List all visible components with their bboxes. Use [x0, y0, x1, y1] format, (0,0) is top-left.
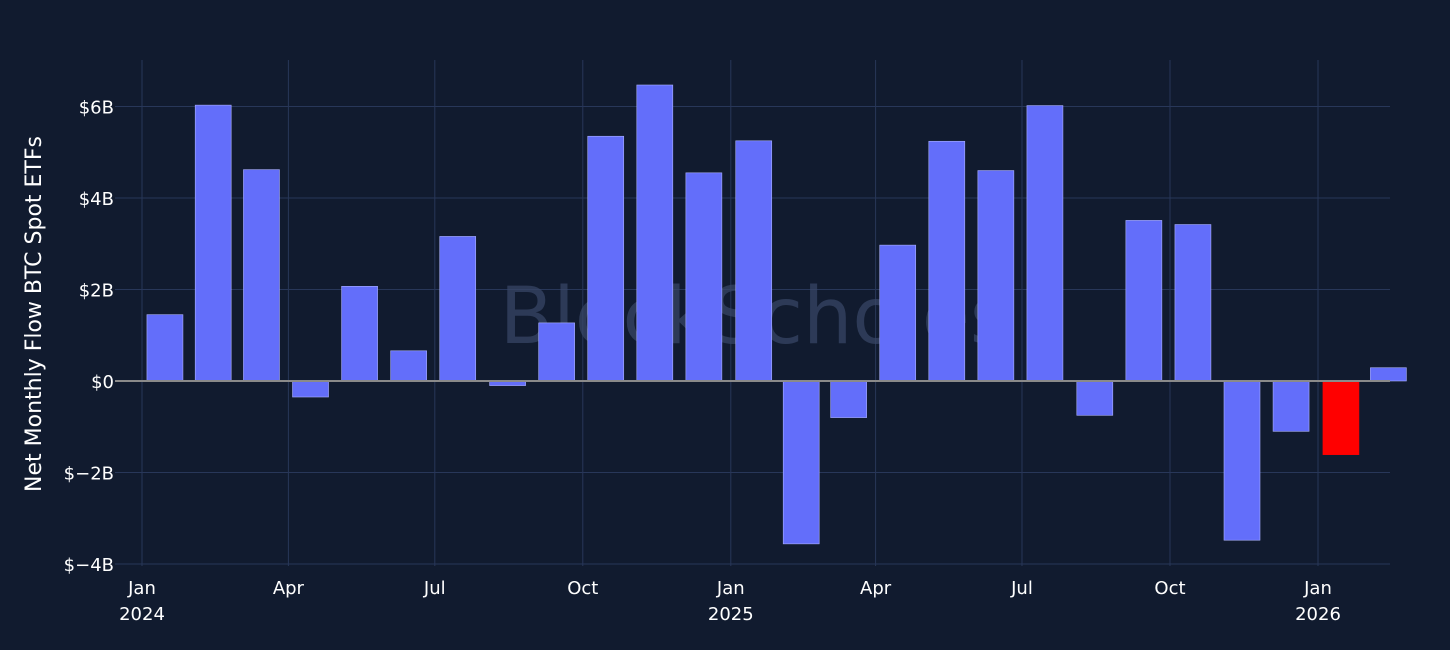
x-tick-year-label: 2026 — [1295, 604, 1341, 625]
bar-2025-10 — [1174, 224, 1212, 382]
y-axis-label: Net Monthly Flow BTC Spot ETFs — [22, 136, 47, 492]
bar-2024-12 — [685, 172, 723, 382]
y-tick-label: $0 — [91, 372, 114, 393]
y-tick-label: $−4B — [64, 555, 114, 576]
x-tick-label: Jan — [1303, 578, 1332, 599]
x-tick-label: Apr — [273, 578, 305, 599]
x-tick-label: Oct — [1154, 578, 1185, 599]
bar-2025-09 — [1125, 220, 1163, 382]
bar-2025-12 — [1272, 380, 1310, 432]
x-tick-label: Jul — [1010, 578, 1033, 599]
bar-2024-02 — [194, 104, 232, 382]
y-tick-label: $2B — [79, 281, 114, 302]
bar-2024-07 — [439, 236, 477, 382]
y-axis-ticks: $6B $4B $2B $0 $−2B $−4B — [64, 98, 114, 577]
y-tick-label: $6B — [79, 98, 114, 119]
bar-2025-05 — [928, 140, 966, 382]
bar-2025-06 — [977, 170, 1015, 382]
x-tick-label: Apr — [860, 578, 892, 599]
x-tick-label: Oct — [567, 578, 598, 599]
bar-2025-08 — [1076, 380, 1114, 416]
bar-2025-03 — [830, 380, 867, 418]
bar-2024-09 — [538, 322, 575, 382]
y-tick-label: $4B — [79, 189, 114, 210]
bar-2025-07 — [1026, 105, 1064, 382]
grid — [115, 60, 1390, 566]
bars — [146, 84, 1407, 545]
bar-2025-02 — [782, 380, 820, 545]
x-tick-label: Jan — [127, 578, 156, 599]
bar-2024-03 — [243, 169, 280, 382]
x-tick-year-label: 2025 — [708, 604, 754, 625]
x-tick-label: Jan — [716, 578, 745, 599]
bar-2024-10 — [587, 135, 625, 382]
x-axis-ticks: Jan 2024 Apr Jul Oct Jan 2025 Apr Jul Oct Jan 2026 — [119, 578, 1341, 625]
bar-2024-06 — [390, 350, 427, 382]
bar-2024-05 — [341, 285, 378, 382]
bar-2024-04 — [292, 380, 329, 398]
bar-2024-11 — [636, 84, 674, 382]
bar-2026-02 — [1370, 367, 1407, 382]
x-tick-year-label: 2024 — [119, 604, 165, 625]
bar-2026-01 — [1322, 380, 1360, 455]
x-tick-label: Jul — [423, 578, 446, 599]
y-tick-label: $−2B — [64, 464, 114, 485]
bar-2025-04 — [879, 244, 917, 382]
bar-2024-01 — [146, 314, 184, 382]
bar-2025-11 — [1223, 380, 1261, 541]
bar-2025-01 — [735, 140, 773, 382]
